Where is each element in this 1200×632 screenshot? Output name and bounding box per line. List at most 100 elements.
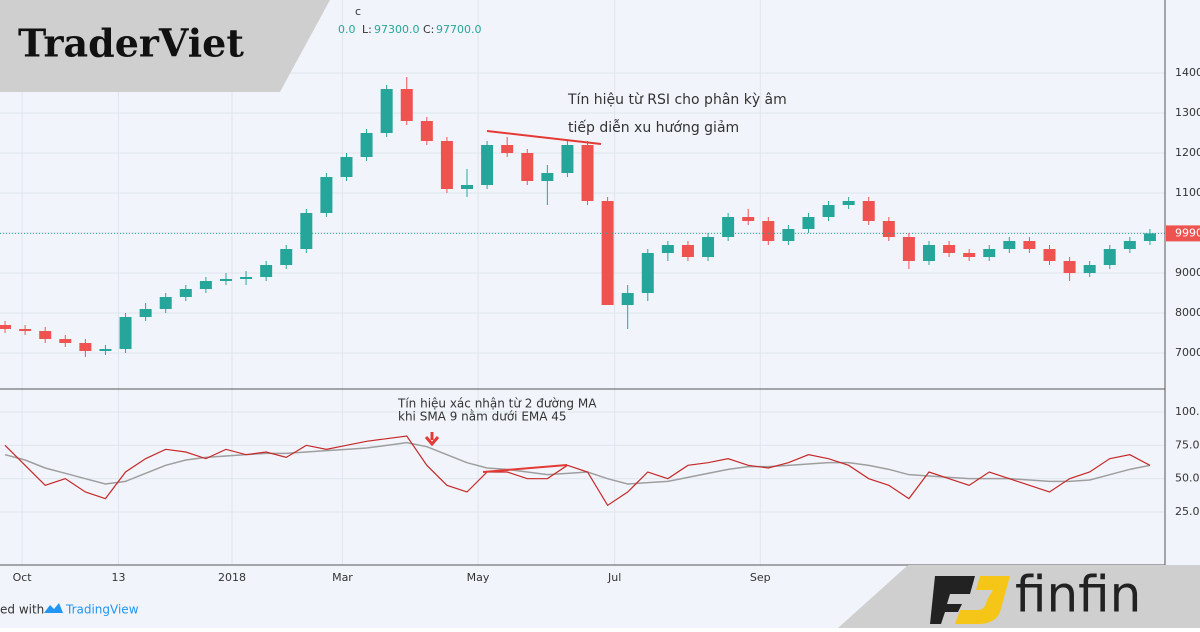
- candle-body: [1063, 261, 1076, 273]
- last-price-box: [1166, 225, 1200, 242]
- y-tick-label: 7000.0: [1175, 346, 1200, 359]
- rsi-trendline: [482, 464, 568, 473]
- y-tick-label: 14000.0: [1175, 66, 1200, 79]
- candle-body: [1103, 249, 1116, 265]
- candle-body: [99, 349, 112, 351]
- candle-body: [762, 221, 775, 241]
- candle-body: [59, 339, 72, 343]
- candle-body: [702, 237, 715, 257]
- y-tick-label: 11000.0: [1175, 186, 1200, 199]
- y-tick-label: 13000.0: [1175, 106, 1200, 119]
- candle-body: [219, 279, 232, 281]
- candle-body: [139, 309, 152, 317]
- candle-body: [963, 253, 976, 257]
- candle-body: [300, 213, 313, 249]
- header-value: 0.0: [338, 23, 356, 36]
- rsi-tick-label: 50.00: [1175, 472, 1200, 485]
- candle-body: [1043, 249, 1056, 261]
- candle-body: [260, 265, 273, 277]
- tv-icon: [44, 603, 63, 613]
- candle-body: [902, 237, 915, 261]
- rsi-line: [4, 435, 1151, 507]
- candle-body: [1143, 233, 1156, 241]
- rsi-tick-label: 100.00: [1175, 405, 1200, 418]
- candle-body: [0, 325, 12, 329]
- candle-body: [400, 89, 413, 121]
- annotation: khi SMA 9 nằm dưới EMA 45: [398, 410, 567, 424]
- candle-body: [541, 173, 554, 181]
- annotation: Tín hiệu từ RSI cho phân kỳ âm: [567, 92, 787, 108]
- candle-body: [501, 145, 514, 153]
- candle-body: [380, 89, 393, 133]
- x-tick-label: Mar: [332, 571, 353, 584]
- logo-tab: [838, 565, 1200, 628]
- candle-body: [722, 217, 735, 237]
- signal-arrow: [424, 432, 440, 447]
- candle-body: [360, 133, 373, 157]
- candle-body: [742, 217, 755, 221]
- candle-body: [159, 297, 172, 309]
- candle-body: [179, 289, 192, 297]
- header-label: C:: [423, 23, 434, 36]
- x-tick-label: 2018: [218, 571, 246, 584]
- candle-body: [199, 281, 212, 289]
- candle-body: [461, 185, 474, 189]
- brand: TraderViet: [18, 21, 244, 66]
- candle-body: [320, 177, 333, 213]
- rsi-tick-label: 75.00: [1175, 438, 1200, 451]
- candle-body: [1083, 265, 1096, 273]
- header-value: 97700.0: [436, 23, 482, 36]
- footer: ed with: [0, 603, 44, 617]
- candle-body: [1023, 241, 1036, 249]
- logo: finfin: [1015, 566, 1141, 624]
- x-tick-label: Oct: [13, 571, 33, 584]
- candle-body: [621, 293, 634, 305]
- candle-body: [19, 329, 32, 331]
- candle-body: [983, 249, 996, 257]
- candle-body: [882, 221, 895, 237]
- annotation: Tín hiệu xác nhận từ 2 đường MA: [397, 397, 597, 411]
- candle-body: [802, 217, 815, 229]
- y-tick-label: 12000.0: [1175, 146, 1200, 159]
- candle-body: [420, 121, 433, 141]
- y-tick-label: 8000.0: [1175, 306, 1200, 319]
- x-tick-label: Jul: [607, 571, 621, 584]
- candle-body: [39, 331, 52, 339]
- ma-line: [4, 441, 1151, 485]
- annotation: tiếp diễn xu hướng giảm: [568, 119, 739, 136]
- candle-body: [1123, 241, 1136, 249]
- y-tick-label: 9000.0: [1175, 266, 1200, 279]
- candle-body: [842, 201, 855, 205]
- candle-body: [440, 141, 453, 189]
- candle-body: [240, 277, 253, 279]
- x-tick-label: Sep: [750, 571, 771, 584]
- logo-mark: [930, 576, 975, 624]
- price-trendline: [486, 130, 602, 145]
- candle-body: [581, 145, 594, 201]
- logo-mark: [955, 576, 1010, 624]
- candle-body: [822, 205, 835, 217]
- candle-body: [641, 253, 654, 293]
- candle-body: [922, 245, 935, 261]
- candle-body: [521, 153, 534, 181]
- candle-body: [661, 245, 674, 253]
- candle-body: [782, 229, 795, 241]
- rsi-tick-label: 25.00: [1175, 505, 1200, 518]
- candle-body: [601, 201, 614, 305]
- footer-link[interactable]: TradingView: [65, 603, 139, 617]
- candle-body: [862, 201, 875, 221]
- header-value: 97300.0: [374, 23, 420, 36]
- last-price-label: 9990: [1175, 226, 1200, 239]
- brand-tab: [0, 0, 330, 92]
- candle-body: [681, 245, 694, 257]
- candle-body: [79, 343, 92, 351]
- x-tick-label: 13: [112, 571, 126, 584]
- candle-body: [119, 317, 132, 349]
- candle-body: [340, 157, 353, 177]
- candle-body: [280, 249, 293, 265]
- header-fragment: c: [355, 5, 361, 18]
- x-tick-label: May: [467, 571, 490, 584]
- candle-body: [481, 145, 494, 185]
